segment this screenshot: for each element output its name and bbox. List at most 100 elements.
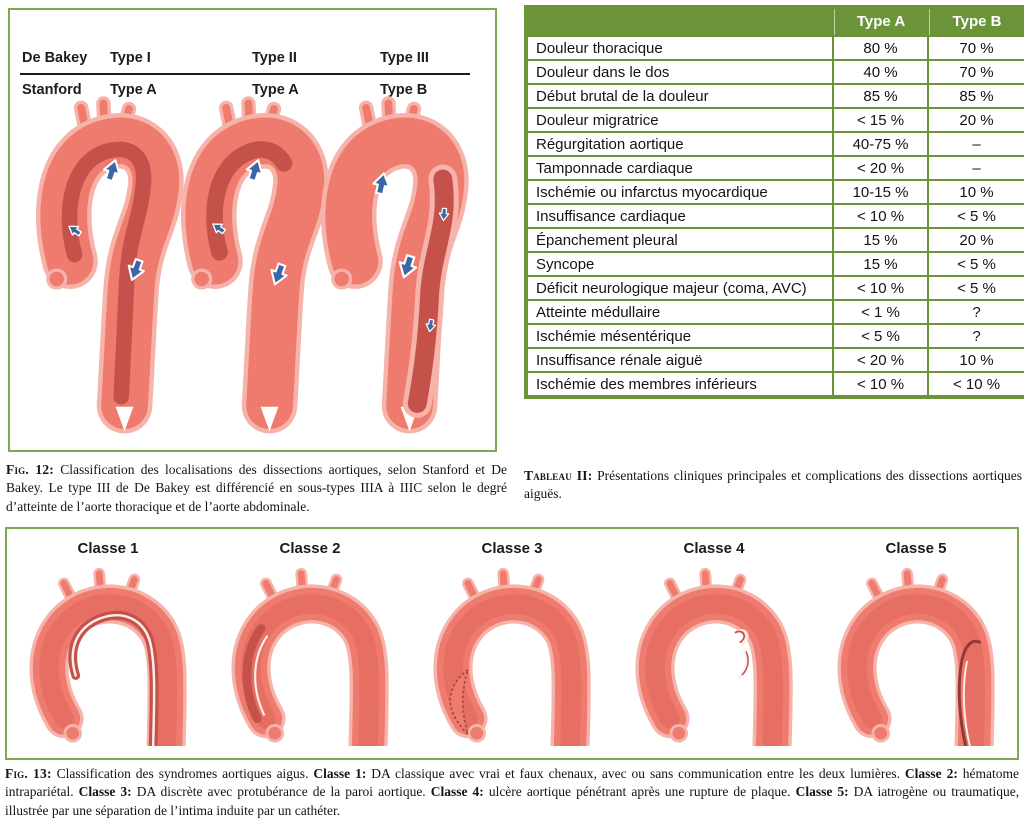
aorta-classe4-illustration <box>619 560 809 746</box>
debakey-type1-label: Type I <box>110 50 151 66</box>
row-label: Insuffisance rénale aiguë <box>528 349 832 371</box>
type-a-header: Type A <box>834 9 927 35</box>
type-b-header: Type B <box>929 9 1024 35</box>
table-row: Douleur thoracique 80 % 70 % <box>528 37 1024 59</box>
table-row: Ischémie des membres inférieurs < 10 % < 1… <box>528 373 1024 395</box>
stanford-type2-label: Type A <box>252 82 299 98</box>
classe3-caption-text: DA discrète avec protubérance de la paro… <box>136 784 426 800</box>
type-a-value: 40-75 % <box>834 133 927 155</box>
row-label: Atteinte médullaire <box>528 301 832 323</box>
type-a-value: 15 % <box>834 229 927 251</box>
classe2-column: Classe 2 <box>209 529 411 758</box>
stanford-row-label: Stanford <box>22 82 82 98</box>
row-label: Insuffisance cardiaque <box>528 205 832 227</box>
classe5-caption-prefix: Classe 5: <box>795 784 849 800</box>
type-b-value: 20 % <box>929 109 1024 131</box>
table-row: Déficit neurologique majeur (coma, AVC) <… <box>528 277 1024 299</box>
fig13-caption: Fig. 13: Classification des syndromes ao… <box>5 765 1019 820</box>
table-row: Douleur migratrice < 15 % 20 % <box>528 109 1024 131</box>
type-b-value: < 5 % <box>929 205 1024 227</box>
classe1-caption-prefix: Classe 1: <box>313 766 367 781</box>
row-label: Tamponnade cardiaque <box>528 157 832 179</box>
type-b-value: < 5 % <box>929 253 1024 275</box>
type-b-value: 85 % <box>929 85 1024 107</box>
type-a-value: < 20 % <box>834 157 927 179</box>
table-row: Insuffisance rénale aiguë < 20 % 10 % <box>528 349 1024 371</box>
clinical-presentations-table: Type A Type B Douleur thoracique 80 % 70 %… <box>524 5 1024 399</box>
tableau2-caption-prefix: Tableau II: <box>524 468 593 483</box>
table-row: Régurgitation aortique 40-75 % – <box>528 133 1024 155</box>
aorta-debakey-type2-illustration <box>166 39 333 439</box>
table-row: Tamponnade cardiaque < 20 % – <box>528 157 1024 179</box>
row-label: Déficit neurologique majeur (coma, AVC) <box>528 277 832 299</box>
classe3-caption-prefix: Classe 3: <box>78 784 132 800</box>
tableau2-caption-text: Présentations cliniques principales et c… <box>524 468 1023 502</box>
type-b-value: < 5 % <box>929 277 1024 299</box>
classe2-caption-text: hématome intrapariétal. <box>5 766 1019 800</box>
fig13-caption-prefix: Fig. 13: <box>5 766 52 781</box>
type-b-value: 10 % <box>929 349 1024 371</box>
debakey-row-label: De Bakey <box>22 50 88 66</box>
aorta-classe1-illustration <box>13 560 203 746</box>
row-label: Ischémie ou infarctus myocardique <box>528 181 832 203</box>
row-label: Douleur thoracique <box>528 37 832 59</box>
header-divider-line <box>20 73 470 75</box>
table-row: Syncope 15 % < 5 % <box>528 253 1024 275</box>
aorta-debakey-type3-illustration <box>306 39 473 439</box>
classe1-label: Classe 1 <box>77 540 139 557</box>
classe4-caption-text: ulcère aortique pénétrant après une rupt… <box>488 784 791 800</box>
type-a-value: < 5 % <box>834 325 927 347</box>
classe1-column: Classe 1 <box>7 529 209 758</box>
type-b-value: – <box>929 157 1024 179</box>
type-b-value: 10 % <box>929 181 1024 203</box>
fig12-caption: Fig. 12: Classification des localisation… <box>6 461 507 516</box>
classe3-label: Classe 3 <box>481 540 543 557</box>
debakey-type2-label: Type II <box>252 50 297 66</box>
table-row: Ischémie mésentérique < 5 %? <box>528 325 1024 347</box>
fig12-classification-panel: De Bakey Type I Type II Type III Stanfor… <box>8 8 497 452</box>
type-a-value: < 10 % <box>834 205 927 227</box>
aorta-classe2-illustration <box>215 560 405 746</box>
table-row: Début brutal de la douleur 85 % 85 % <box>528 85 1024 107</box>
type-b-value: 20 % <box>929 229 1024 251</box>
table-row: Atteinte médullaire < 1 %? <box>528 301 1024 323</box>
type-b-value: ? <box>929 301 1024 323</box>
row-label: Régurgitation aortique <box>528 133 832 155</box>
table-row: Insuffisance cardiaque < 10 % < 5 % <box>528 205 1024 227</box>
classe4-column: Classe 4 <box>613 529 815 758</box>
type-b-value: ? <box>929 325 1024 347</box>
type-a-value: < 15 % <box>834 109 927 131</box>
table-row: Ischémie ou infarctus myocardique 10-15 %… <box>528 181 1024 203</box>
tableau2-caption: Tableau II: Présentations cliniques prin… <box>524 467 1022 504</box>
fig12-caption-prefix: Fig. 12: <box>6 462 54 477</box>
classe4-label: Classe 4 <box>683 540 745 557</box>
fig12-caption-text: Classification des localisations des dis… <box>6 462 508 514</box>
type-b-value: – <box>929 133 1024 155</box>
classe2-label: Classe 2 <box>279 540 341 557</box>
table-row: Épanchement pleural 15 % 20 % <box>528 229 1024 251</box>
classe2-caption-prefix: Classe 2: <box>904 766 958 781</box>
type-a-value: < 20 % <box>834 349 927 371</box>
aorta-classe5-illustration <box>821 560 1011 746</box>
corner-cell <box>528 9 832 35</box>
classe4-caption-prefix: Classe 4: <box>430 784 484 800</box>
row-label: Ischémie des membres inférieurs <box>528 373 832 395</box>
type-a-value: 80 % <box>834 37 927 59</box>
fig13-caption-text: Classification des syndromes aortiques a… <box>56 766 309 781</box>
type-a-value: 10-15 % <box>834 181 927 203</box>
type-b-value: 70 % <box>929 61 1024 83</box>
type-a-value: 85 % <box>834 85 927 107</box>
type-b-value: < 10 % <box>929 373 1024 395</box>
debakey-type3-label: Type III <box>380 50 429 66</box>
classe5-caption-text: DA iatrogène ou traumatique, illustrée p… <box>5 784 1020 818</box>
row-label: Douleur migratrice <box>528 109 832 131</box>
row-label: Syncope <box>528 253 832 275</box>
type-a-value: < 10 % <box>834 277 927 299</box>
classe1-caption-text: DA classique avec vrai et faux chenaux, … <box>371 766 900 781</box>
type-a-value: < 10 % <box>834 373 927 395</box>
aorta-classe3-illustration <box>417 560 607 746</box>
stanford-type3-label: Type B <box>380 82 428 98</box>
type-a-value: 15 % <box>834 253 927 275</box>
row-label: Épanchement pleural <box>528 229 832 251</box>
